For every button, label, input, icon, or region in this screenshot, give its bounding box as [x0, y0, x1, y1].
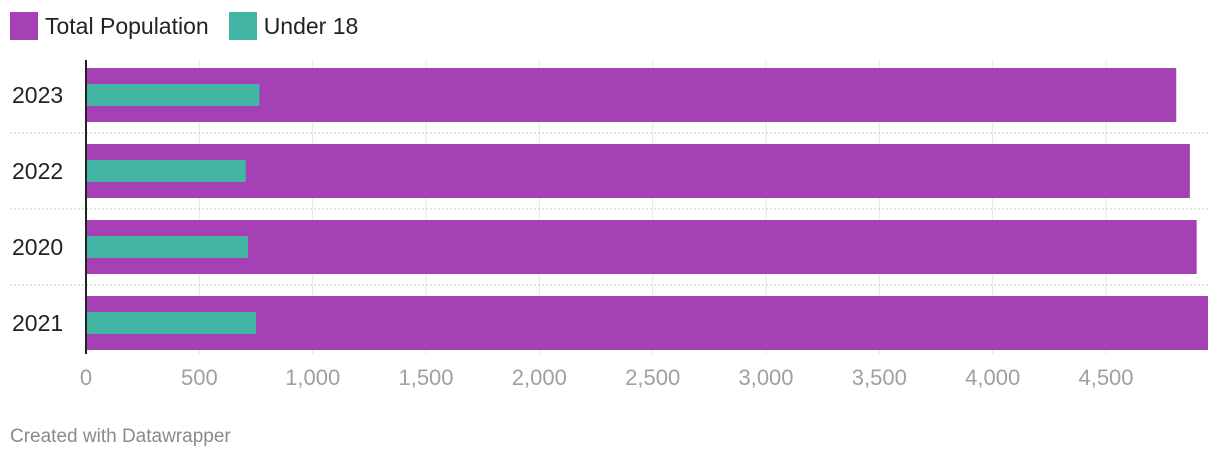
- legend-item-total-population: Total Population: [10, 12, 209, 40]
- legend-swatch-total-population: [10, 12, 38, 40]
- x-tick-label-9: 4,500: [1078, 365, 1133, 390]
- bar-total-population-2021: [86, 296, 1208, 350]
- x-tick-label-5: 2,500: [625, 365, 680, 390]
- legend-label-total-population: Total Population: [45, 12, 209, 39]
- x-tick-label-3: 1,500: [398, 365, 453, 390]
- bar-total-population-2022: [86, 144, 1190, 198]
- x-tick-label-7: 3,500: [852, 365, 907, 390]
- bar-total-population-2023: [86, 68, 1177, 122]
- footer-credit: Created with Datawrapper: [10, 426, 231, 447]
- x-tick-label-2: 1,000: [285, 365, 340, 390]
- category-label-2023: 2023: [12, 82, 63, 108]
- bar-under-18-2020: [86, 236, 249, 258]
- x-tick-label-6: 3,000: [738, 365, 793, 390]
- bar-under-18-2023: [86, 84, 260, 106]
- chart-legend: Total Population Under 18: [10, 11, 378, 41]
- x-tick-label-0: 0: [80, 365, 92, 390]
- bar-total-population-2020: [86, 220, 1197, 274]
- x-tick-label-8: 4,000: [965, 365, 1020, 390]
- legend-label-under-18: Under 18: [263, 12, 359, 39]
- legend-item-under-18: Under 18: [228, 12, 359, 40]
- category-label-2021: 2021: [12, 310, 63, 336]
- legend-swatch-under-18: [228, 12, 257, 40]
- bar-chart: 2023 2022 2020 2021 0 500 1,000 1,500 2,000 2,500…: [10, 60, 1208, 390]
- category-label-2020: 2020: [12, 234, 63, 260]
- x-tick-label-4: 2,000: [512, 365, 567, 390]
- x-tick-label-1: 500: [181, 365, 218, 390]
- bar-under-18-2021: [86, 312, 256, 334]
- category-label-2022: 2022: [12, 158, 63, 184]
- bar-under-18-2022: [86, 160, 246, 182]
